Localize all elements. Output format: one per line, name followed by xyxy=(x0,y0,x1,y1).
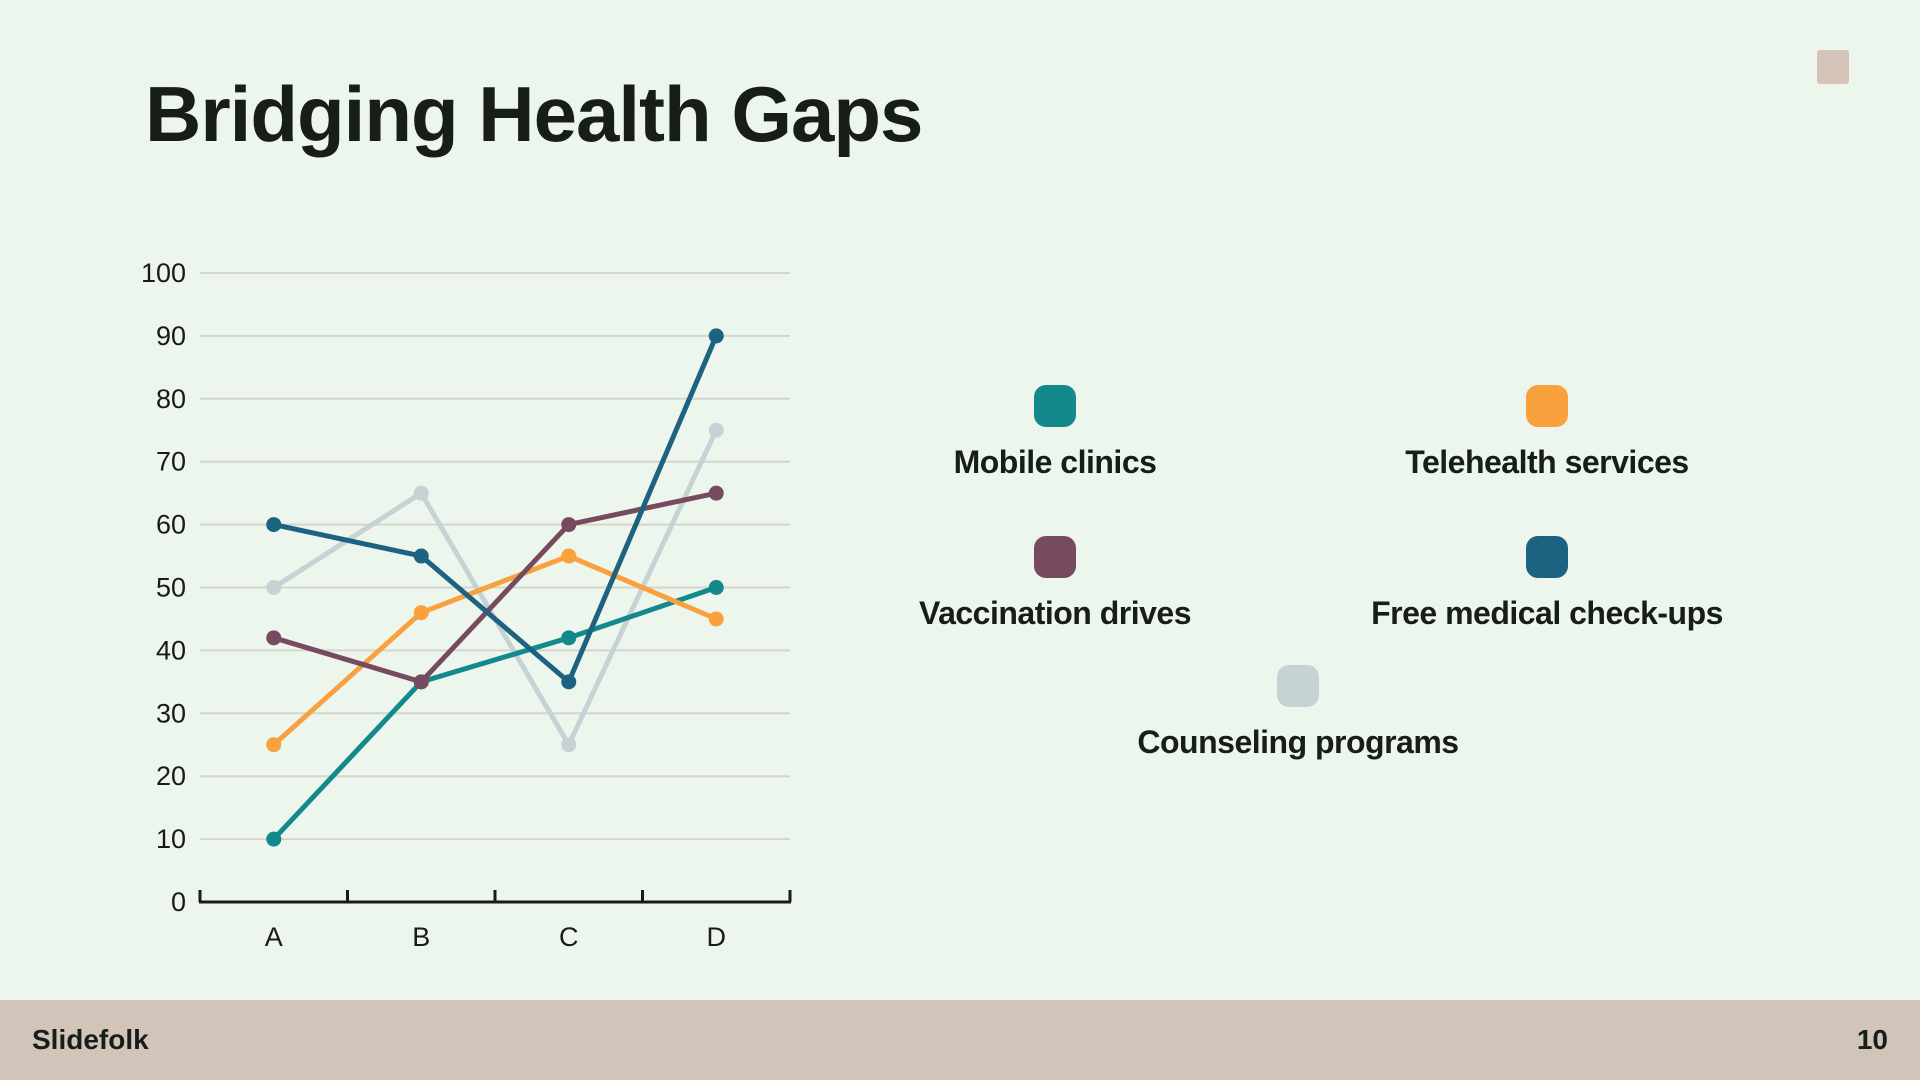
legend-label-telehealth-services: Telehealth services xyxy=(1405,444,1689,480)
legend-swatch-vaccination-drives xyxy=(1034,536,1076,578)
accent-square xyxy=(1817,50,1849,84)
svg-text:30: 30 xyxy=(156,698,186,728)
svg-text:B: B xyxy=(412,922,430,952)
legend-swatch-mobile-clinics xyxy=(1034,385,1076,427)
line-chart: 0 10 20 30 40 50 60 70 80 90 100 A B C D xyxy=(141,258,792,952)
svg-text:70: 70 xyxy=(156,447,186,477)
legend-label-free-medical-check-ups: Free medical check-ups xyxy=(1371,595,1723,631)
legend-item-vaccination-drives: Vaccination drives xyxy=(775,536,1335,632)
footer-brand: Slidefolk xyxy=(32,1024,149,1055)
svg-text:60: 60 xyxy=(156,510,186,540)
slide-title: Bridging Health Gaps xyxy=(145,70,923,158)
svg-text:100: 100 xyxy=(141,258,186,288)
svg-text:D: D xyxy=(707,922,727,952)
svg-text:90: 90 xyxy=(156,321,186,351)
svg-text:80: 80 xyxy=(156,384,186,414)
footer-bar: Slidefolk 10 xyxy=(0,1000,1920,1080)
svg-text:C: C xyxy=(559,922,579,952)
svg-text:20: 20 xyxy=(156,761,186,791)
svg-text:0: 0 xyxy=(171,887,186,917)
svg-text:50: 50 xyxy=(156,573,186,603)
legend-swatch-free-medical-check-ups xyxy=(1526,536,1568,578)
svg-text:40: 40 xyxy=(156,635,186,665)
legend-item-telehealth-services: Telehealth services xyxy=(1267,385,1827,481)
svg-text:10: 10 xyxy=(156,824,186,854)
legend-label-mobile-clinics: Mobile clinics xyxy=(953,444,1157,480)
legend-swatch-counseling-programs xyxy=(1277,665,1319,707)
legend-item-counseling-programs: Counseling programs xyxy=(1018,665,1578,761)
legend-swatch-telehealth-services xyxy=(1526,385,1568,427)
page-number: 10 xyxy=(1856,1024,1888,1055)
legend-item-mobile-clinics: Mobile clinics xyxy=(775,385,1335,481)
legend-label-vaccination-drives: Vaccination drives xyxy=(918,595,1192,631)
legend-label-counseling-programs: Counseling programs xyxy=(1137,724,1459,760)
svg-text:A: A xyxy=(265,922,283,952)
legend-item-free-medical-check-ups: Free medical check-ups xyxy=(1267,536,1827,632)
